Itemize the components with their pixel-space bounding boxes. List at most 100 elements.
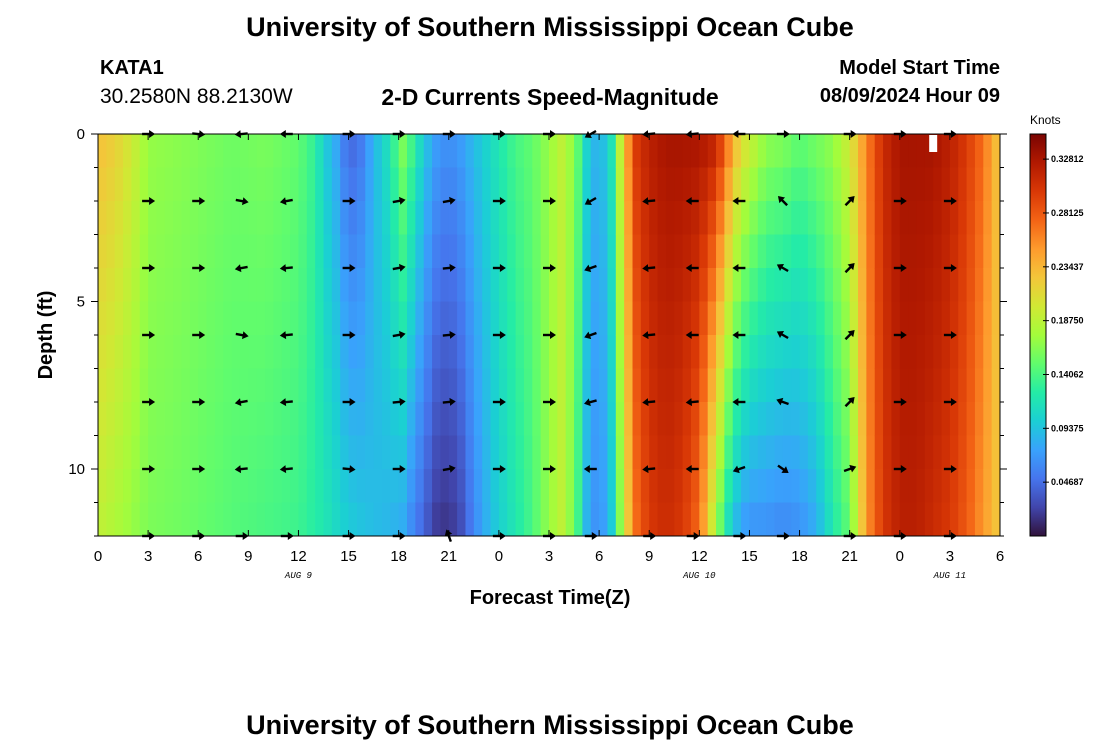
heatmap-cell (883, 167, 893, 202)
heatmap-cell (908, 335, 918, 370)
heatmap-cell (874, 368, 884, 403)
heatmap-cell (799, 301, 809, 336)
heatmap-cell (290, 368, 300, 403)
heatmap-cell (774, 134, 784, 169)
heatmap-cell (239, 268, 249, 303)
heatmap-cell (256, 234, 266, 269)
heatmap-cell (348, 301, 358, 336)
heatmap-cell (807, 234, 817, 269)
heatmap-cell (340, 368, 350, 403)
heatmap-cell (782, 268, 792, 303)
heatmap-cell (348, 134, 358, 169)
heatmap-cell (256, 335, 266, 370)
heatmap-cell (991, 134, 1000, 169)
heatmap-cell (323, 301, 333, 336)
heatmap-cell (198, 234, 208, 269)
heatmap-cell (766, 301, 776, 336)
heatmap-cell (482, 469, 492, 504)
heatmap-cell (615, 268, 625, 303)
x-tick-label: 6 (194, 548, 202, 565)
heatmap-cell (933, 167, 943, 202)
arrow-head (642, 264, 649, 273)
heatmap-cell (883, 368, 893, 403)
heatmap-cell (908, 268, 918, 303)
heatmap-cell (540, 268, 550, 303)
heatmap-cell (465, 368, 475, 403)
heatmap-cell (891, 402, 901, 437)
heatmap-cell (265, 134, 274, 169)
heatmap-cell (607, 402, 617, 437)
heatmap-cell (323, 268, 333, 303)
heatmap-cell (214, 502, 224, 536)
heatmap-cell (599, 201, 609, 236)
heatmap-cell (916, 402, 926, 437)
heatmap-cell (457, 435, 467, 470)
heatmap-cell (582, 268, 592, 303)
heatmap-cell (632, 268, 642, 303)
heatmap-cell (966, 234, 976, 269)
arrow-head (199, 197, 206, 205)
heatmap-cell (398, 234, 408, 269)
arrow-head (499, 331, 506, 339)
heatmap-cell (590, 301, 600, 336)
heatmap-cell (640, 234, 650, 269)
heatmap-cell (457, 335, 467, 370)
heatmap-cell (532, 167, 542, 202)
heatmap-cell (198, 368, 208, 403)
heatmap-cell (874, 335, 884, 370)
heatmap-cell (958, 167, 968, 202)
heatmap-cell (231, 134, 241, 169)
heatmap-cell (440, 502, 450, 536)
heatmap-cell (983, 301, 993, 336)
heatmap-cell (415, 234, 425, 269)
heatmap-cell (690, 134, 700, 169)
arrow-head (279, 331, 287, 340)
heatmap-cell (323, 469, 333, 504)
heatmap-cell (348, 502, 358, 536)
arrow-head (900, 398, 907, 406)
arrow-head (732, 331, 739, 339)
heatmap-cell (657, 402, 667, 437)
current-vector-arrow (392, 465, 406, 473)
heatmap-cell (966, 335, 976, 370)
x-tick-label: 3 (946, 548, 954, 565)
heatmap-cell (181, 301, 191, 336)
heatmap-cell (231, 435, 241, 470)
heatmap-cell (916, 134, 926, 169)
heatmap-cell (415, 502, 425, 536)
heatmap-cell (532, 268, 542, 303)
heatmap-cell (732, 469, 742, 504)
heatmap-cell (415, 469, 425, 504)
heatmap-cell (757, 234, 767, 269)
heatmap-cell (131, 502, 141, 536)
heatmap-cell (690, 167, 700, 202)
heatmap-cell (189, 301, 199, 336)
heatmap-cell (724, 469, 734, 504)
heatmap-cell (381, 167, 391, 202)
heatmap-cell (557, 268, 567, 303)
heatmap-cell (732, 234, 742, 269)
heatmap-cell (373, 469, 383, 504)
heatmap-cell (782, 469, 792, 504)
heatmap-cell (640, 134, 650, 169)
heatmap-cell (858, 301, 867, 336)
heatmap-cell (482, 502, 492, 536)
heatmap-cell (273, 502, 283, 536)
heatmap-cell (281, 301, 291, 336)
heatmap-cell (164, 134, 174, 169)
heatmap-cell (365, 402, 375, 437)
heatmap-cell (991, 335, 1000, 370)
heatmap-cell (983, 502, 993, 536)
heatmap-cell (248, 402, 258, 437)
heatmap-cell (716, 469, 725, 504)
heatmap-cell (239, 469, 249, 504)
heatmap-cell (682, 167, 692, 202)
heatmap-cell (974, 268, 984, 303)
heatmap-cell (699, 368, 709, 403)
heatmap-cell (816, 502, 826, 536)
heatmap-cell (315, 301, 325, 336)
current-vector-arrow (192, 264, 206, 272)
heatmap-cell (490, 368, 500, 403)
heatmap-cell (331, 234, 341, 269)
x-tick-label: 12 (290, 548, 307, 565)
